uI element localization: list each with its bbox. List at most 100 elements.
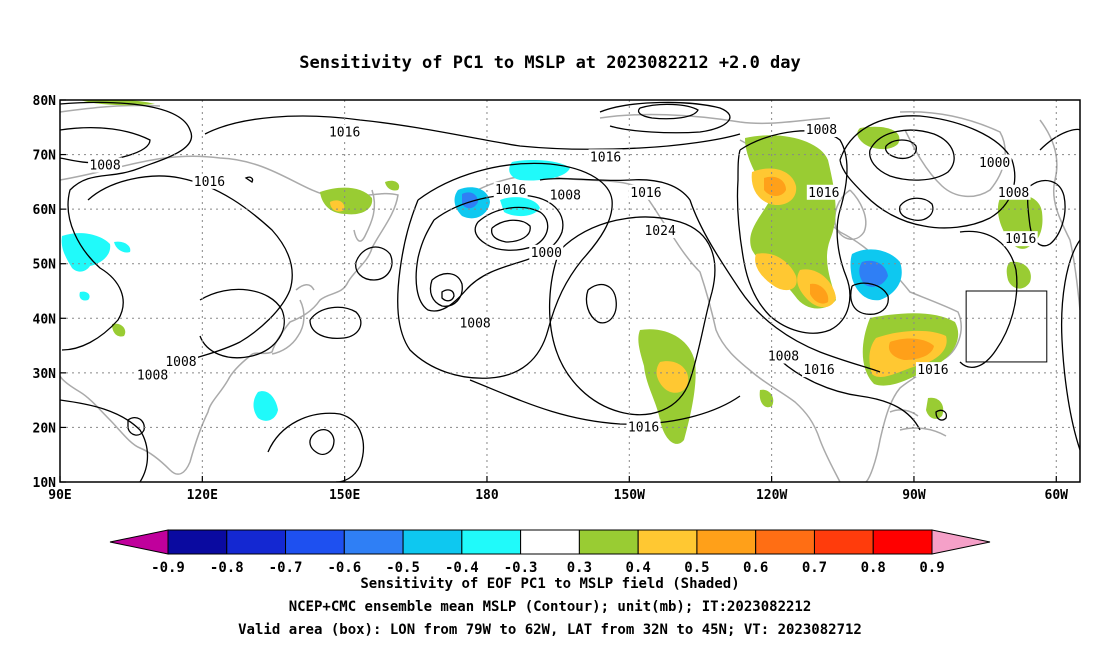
contour-label: 1016 bbox=[590, 150, 621, 165]
colorbar-left-arrow bbox=[109, 529, 169, 555]
contour-label: 1016 bbox=[803, 363, 834, 378]
contour-line bbox=[1027, 128, 1080, 247]
contour-label: 1016 bbox=[1005, 232, 1036, 247]
shade-blob bbox=[810, 283, 829, 304]
coastline-japan bbox=[271, 284, 315, 355]
contour-label-bg bbox=[458, 315, 493, 331]
contour-label: 1008 bbox=[550, 189, 581, 204]
shade-blob bbox=[764, 176, 786, 196]
contour-line bbox=[869, 129, 955, 181]
colorbar-label: -0.9 bbox=[151, 560, 185, 576]
graticule-meridians bbox=[201, 100, 1057, 482]
contour-label-bg bbox=[806, 184, 841, 200]
contour-label-bg bbox=[327, 124, 362, 140]
contour-label-bg bbox=[493, 182, 528, 198]
valid-area-box bbox=[965, 290, 1048, 363]
lat-tick-label: 60N bbox=[33, 203, 57, 218]
contour-line bbox=[309, 306, 362, 340]
contour-label: 1016 bbox=[630, 186, 661, 201]
shade-blob bbox=[500, 197, 540, 217]
shade-blob bbox=[759, 389, 774, 408]
lat-tick-label: 80N bbox=[33, 94, 57, 109]
contour-line bbox=[60, 101, 193, 351]
colorbar-swatch bbox=[696, 529, 757, 555]
shade-blob bbox=[755, 253, 797, 291]
contour-label-bg bbox=[643, 222, 678, 238]
shading-level-neg-0-5 bbox=[462, 192, 888, 287]
lat-tick-label: 30N bbox=[33, 367, 57, 382]
contour-label: 1016 bbox=[329, 126, 360, 141]
lon-tick-label: 60W bbox=[1045, 488, 1069, 503]
contour-label-bg bbox=[977, 154, 1012, 170]
colorbar-swatch bbox=[167, 529, 228, 555]
lat-tick-label: 20N bbox=[33, 421, 57, 436]
sensitivity-shading bbox=[61, 100, 1043, 444]
colorbar: -0.9 -0.8 -0.7 -0.6 -0.5 -0.4 -0.3 0.3 0.4 0.5 0.6… bbox=[109, 529, 991, 576]
contour-line bbox=[244, 176, 254, 183]
contour-label-bg bbox=[804, 122, 839, 138]
caption-line-1: Sensitivity of EOF PC1 to MSLP field (Sh… bbox=[360, 576, 739, 592]
contour-line bbox=[490, 219, 531, 243]
colorbar-swatch bbox=[226, 529, 287, 555]
longitude-axis: 90E 120E 150E 180 150W 120W 90W 60W bbox=[48, 476, 1068, 503]
caption-line-3: Valid area (box): LON from 79W to 62W, L… bbox=[238, 622, 862, 638]
contour-line bbox=[839, 115, 1016, 229]
contour-label: 1016 bbox=[917, 363, 948, 378]
shade-blob bbox=[656, 361, 689, 393]
contour-line bbox=[60, 126, 151, 164]
coastline-europe bbox=[1039, 119, 1080, 311]
colorbar-swatch bbox=[461, 529, 522, 555]
contour-line bbox=[779, 359, 921, 431]
contour-line bbox=[355, 246, 393, 281]
contour-label: 1016 bbox=[628, 420, 659, 435]
shade-blob bbox=[253, 391, 278, 421]
contour-label: 1008 bbox=[806, 123, 837, 138]
lon-tick-label: 120E bbox=[187, 488, 218, 503]
lon-tick-label: 150W bbox=[614, 488, 645, 503]
contour-line bbox=[309, 429, 335, 455]
colorbar-label: -0.6 bbox=[327, 560, 361, 576]
colorbar-label: -0.3 bbox=[504, 560, 538, 576]
lat-tick-label: 40N bbox=[33, 312, 57, 327]
contour-label-bg bbox=[135, 367, 170, 383]
latitude-axis: 80N 70N 60N 50N 40N 30N 20N 10N bbox=[33, 94, 66, 491]
lon-tick-label: 150E bbox=[329, 488, 360, 503]
contour-label: 1016 bbox=[495, 183, 526, 198]
contour-line bbox=[127, 416, 145, 436]
shade-blob bbox=[385, 180, 400, 191]
colorbar-label: -0.4 bbox=[445, 560, 479, 576]
figure-title: Sensitivity of PC1 to MSLP at 2023082212… bbox=[299, 53, 801, 73]
lon-tick-label: 90W bbox=[902, 488, 926, 503]
contour-line bbox=[204, 115, 741, 150]
contour-line bbox=[884, 139, 917, 160]
contour-line bbox=[87, 175, 293, 361]
shade-blob bbox=[888, 338, 934, 360]
contour-line bbox=[267, 412, 364, 482]
map-frame bbox=[59, 99, 1081, 483]
graticule bbox=[60, 100, 1080, 482]
contour-label: 1008 bbox=[768, 349, 799, 364]
lon-tick-label: 90E bbox=[48, 488, 71, 503]
colorbar-label: 0.7 bbox=[802, 560, 827, 576]
coastline-caribbean bbox=[889, 409, 947, 437]
contour-line bbox=[397, 162, 613, 379]
shade-blob bbox=[926, 397, 944, 419]
colorbar-swatch bbox=[520, 529, 580, 555]
graticule-parallels bbox=[60, 154, 1080, 428]
colorbar-swatch bbox=[813, 529, 874, 555]
contour-label-bg bbox=[529, 244, 564, 260]
colorbar-label: -0.8 bbox=[210, 560, 244, 576]
contour-label: 1008 bbox=[998, 186, 1029, 201]
contour-line bbox=[441, 289, 455, 302]
shade-blob bbox=[79, 291, 90, 301]
colorbar-label: 0.8 bbox=[861, 560, 886, 576]
contour-line bbox=[539, 177, 881, 373]
colorbar-label: 0.3 bbox=[567, 560, 592, 576]
contour-line bbox=[599, 101, 731, 134]
contour-label-bg bbox=[626, 419, 661, 435]
shade-blob bbox=[1006, 261, 1031, 289]
contour-label-bg bbox=[1003, 231, 1038, 247]
contour-line bbox=[898, 197, 934, 221]
contour-label: 1008 bbox=[137, 369, 168, 384]
